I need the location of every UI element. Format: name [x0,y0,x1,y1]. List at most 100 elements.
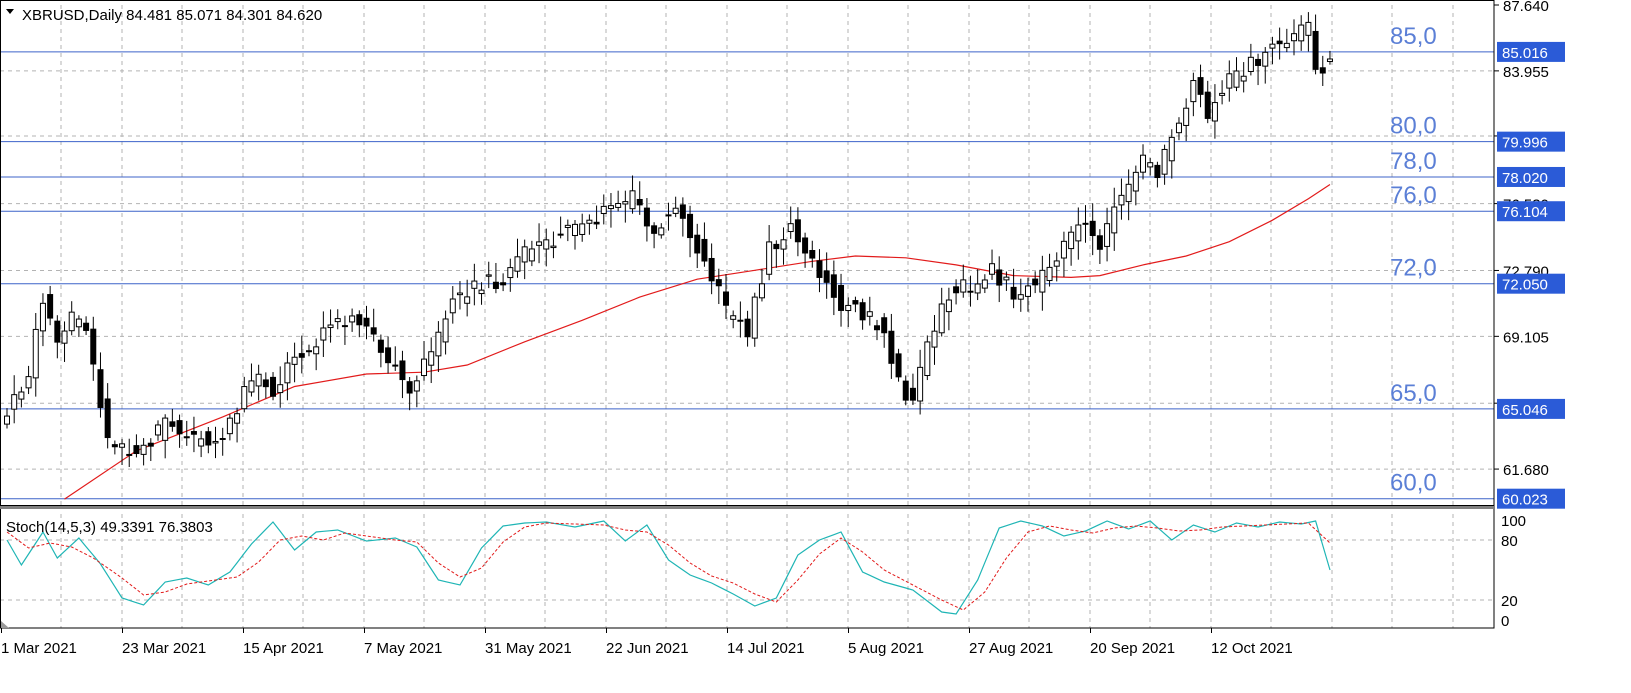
level-price-tag-label: 85.016 [1502,45,1548,62]
candle [528,240,535,267]
candle [1075,207,1082,260]
candle [356,310,363,338]
level-price-tag [1497,131,1565,152]
candle [421,341,428,381]
candle [557,216,564,239]
candle [90,316,97,381]
candle [248,363,255,397]
candle [694,223,701,269]
level-price-tag-label: 78.020 [1502,170,1548,187]
candle [68,301,75,336]
level-label: 65,0 [1390,380,1437,407]
candle [399,350,406,399]
candle [456,281,463,310]
candle [39,293,46,347]
candle [1326,50,1333,65]
stoch-axis-label: 80 [1501,533,1518,550]
candle [809,240,816,268]
corner-marker-icon [1,621,9,628]
candle [1032,271,1039,294]
candle [219,427,226,456]
candle [1175,117,1182,141]
candle [471,263,478,306]
candle [924,335,931,381]
candle [1161,144,1168,185]
candle [593,205,600,230]
candle [830,260,837,316]
candle [658,223,665,239]
dropdown-triangle-icon[interactable] [6,9,14,14]
candle [1104,207,1111,262]
candle [61,321,68,362]
candle [140,438,147,466]
pane-separator[interactable] [0,506,1495,509]
level-price-tag [1497,398,1565,419]
candle [377,334,384,368]
candle [1183,98,1190,142]
candle [234,407,241,443]
candle [708,243,715,295]
time-axis-label: 1 Mar 2021 [1,640,77,657]
time-axis-label: 27 Aug 2021 [969,640,1053,657]
candle [715,268,722,305]
price-axis-label: 87.640 [1503,0,1549,15]
candle [262,372,269,399]
time-axis-label: 23 Mar 2021 [122,640,206,657]
candle [485,261,492,289]
candle [730,310,737,329]
candle [960,264,967,298]
candle [1233,57,1240,92]
level-price-tag [1497,201,1565,222]
candle [1068,226,1075,266]
candle [32,313,39,397]
candle [600,194,607,225]
candle [636,181,643,215]
candle [766,225,773,281]
candle [392,346,399,371]
candle [75,315,82,338]
candle [18,386,25,408]
stochastic-info-text: Stoch(14,5,3) 49.3391 76.3803 [6,519,213,536]
level-label: 76,0 [1390,182,1437,209]
candle [794,207,801,257]
candle [449,286,456,324]
candle [723,273,729,319]
candle [1262,47,1269,84]
time-axis-label: 22 Jun 2021 [606,640,689,657]
candle [1305,12,1312,52]
candle [1154,161,1161,188]
candle [902,375,909,406]
candle [931,315,938,365]
candle [277,366,284,408]
candle [1082,205,1089,243]
time-axis-label: 20 Sep 2021 [1090,640,1175,657]
candle [514,238,521,278]
candle [873,319,880,341]
level-label: 78,0 [1390,148,1437,175]
level-price-tag [1497,273,1565,294]
candle [1291,19,1298,56]
candle [212,426,219,459]
candle [967,275,974,307]
candle [1017,278,1024,312]
candle [866,296,873,326]
candle [1060,231,1067,277]
candle [802,232,809,268]
candle [147,438,154,462]
candle [327,309,334,343]
candle [751,292,758,347]
candle [845,297,852,328]
candle [478,282,485,305]
candle [1003,271,1010,291]
candle [737,301,744,338]
candle [1039,255,1046,311]
candle [816,249,823,293]
candle [349,308,356,332]
candle [1276,27,1283,60]
candle [1204,80,1211,124]
candle [1319,55,1326,87]
candle [852,296,859,313]
candle [298,335,305,374]
candle [119,438,126,466]
